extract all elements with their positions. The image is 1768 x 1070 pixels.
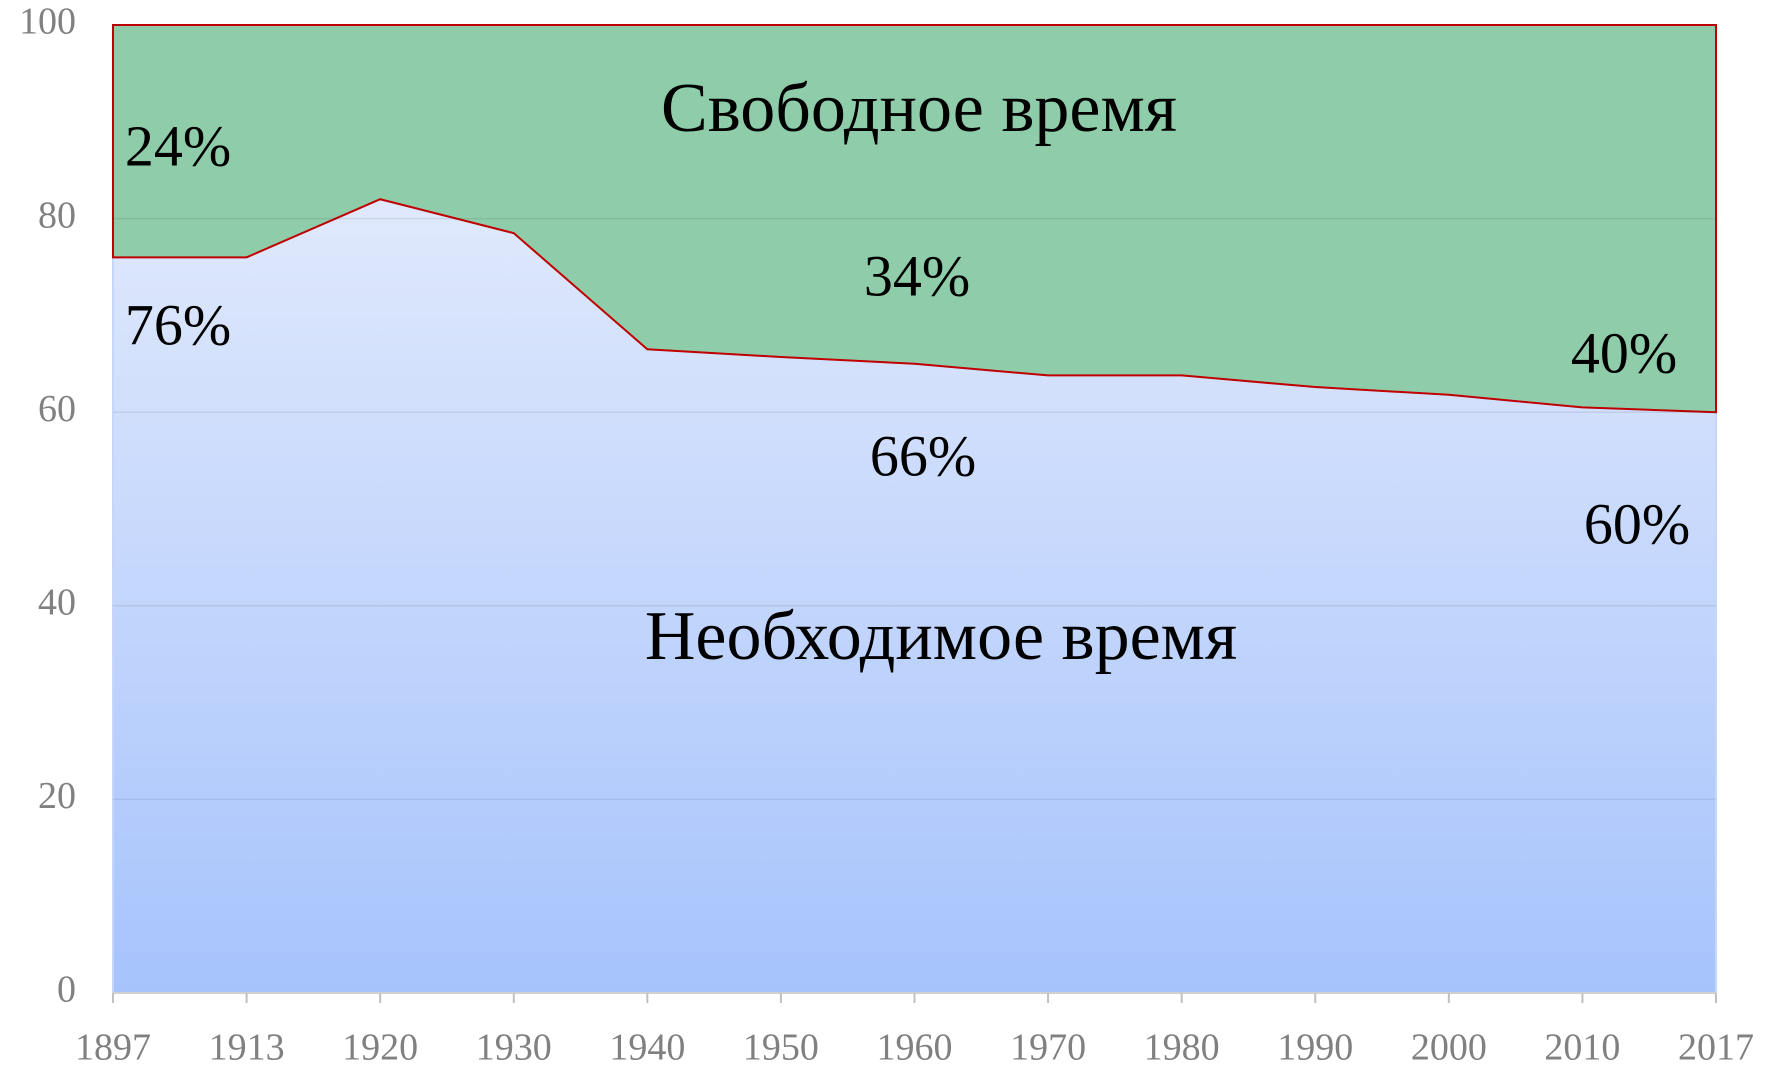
x-tick-label: 1990 xyxy=(1277,1027,1353,1069)
annotation: 24% xyxy=(125,113,231,178)
y-tick-label: 40 xyxy=(38,582,76,624)
x-tick-label: 2010 xyxy=(1544,1027,1620,1069)
y-tick-label: 20 xyxy=(38,775,76,817)
annotation: 34% xyxy=(864,243,970,308)
x-tick-label: 1897 xyxy=(75,1027,151,1069)
x-tick-label: 1950 xyxy=(743,1027,819,1069)
y-tick-label: 60 xyxy=(38,388,76,430)
annotation: 40% xyxy=(1571,320,1677,385)
y-tick-label: 100 xyxy=(19,1,76,43)
x-tick-label: 2017 xyxy=(1678,1027,1754,1069)
x-tick-label: 2000 xyxy=(1411,1027,1487,1069)
x-tick-label: 1920 xyxy=(342,1027,418,1069)
area xyxy=(112,24,1717,414)
annotation: 66% xyxy=(870,423,976,488)
annotation: 76% xyxy=(125,292,231,357)
x-tick-label: 1940 xyxy=(609,1027,685,1069)
x-tick-label: 1970 xyxy=(1010,1027,1086,1069)
y-tick-label: 80 xyxy=(38,194,76,236)
y-tick-label: 0 xyxy=(57,969,76,1011)
x-tick-label: 1913 xyxy=(209,1027,285,1069)
x-tick-label: 1930 xyxy=(476,1027,552,1069)
x-tick-label: 1980 xyxy=(1144,1027,1220,1069)
series-label: Необходимое время xyxy=(645,598,1237,675)
annotation: 60% xyxy=(1584,491,1690,556)
series-label: Свободное время xyxy=(661,70,1177,147)
x-tick-label: 1960 xyxy=(877,1027,953,1069)
